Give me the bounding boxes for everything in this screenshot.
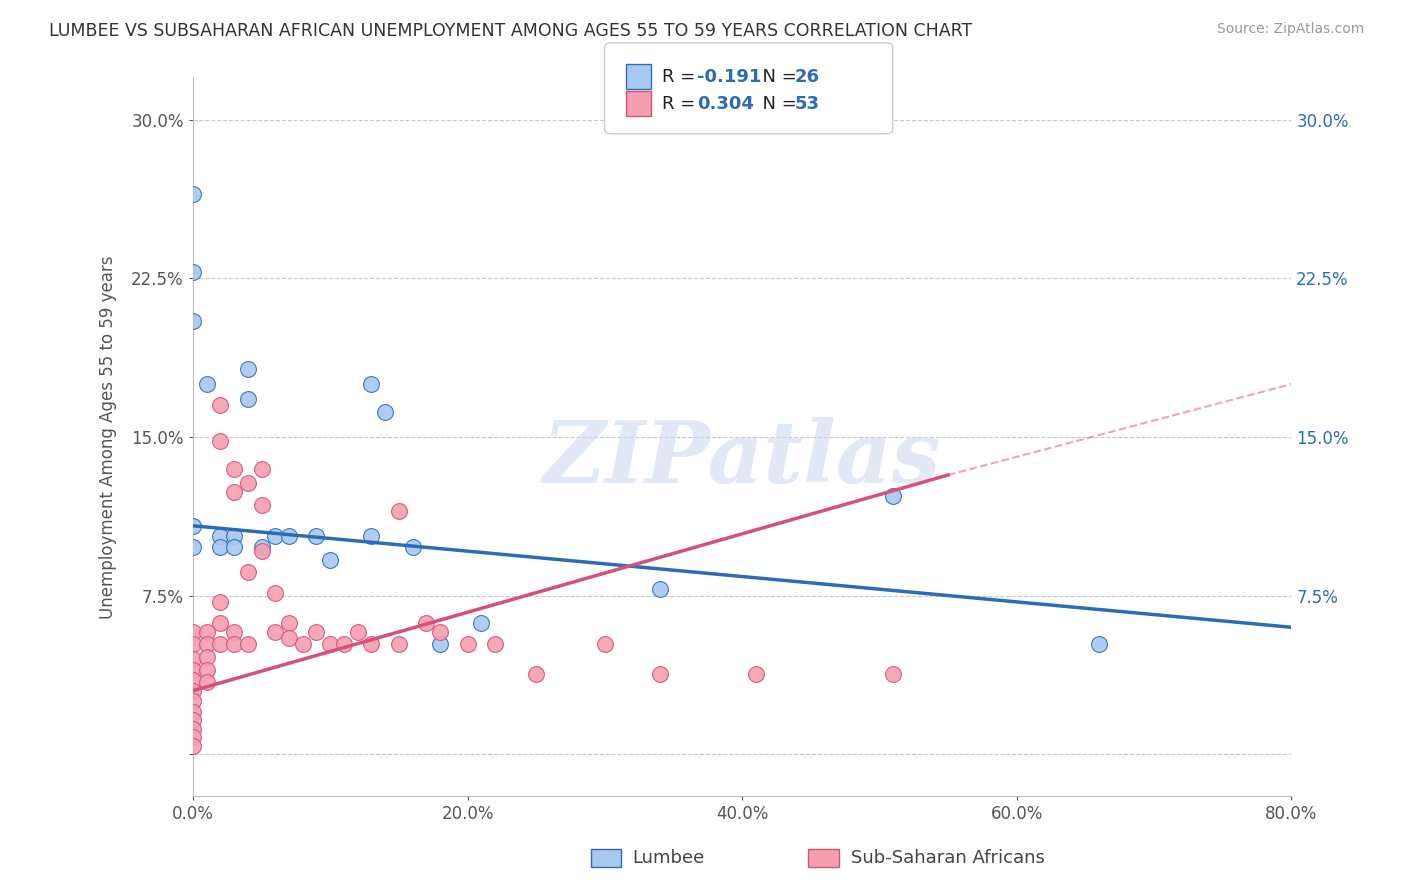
- Point: [181, 663, 204, 677]
- Point: [236, 566, 259, 580]
- Point: [374, 404, 396, 418]
- Point: [181, 518, 204, 533]
- Point: [333, 637, 356, 651]
- Point: [236, 362, 259, 376]
- Point: [264, 624, 287, 639]
- Point: [319, 637, 342, 651]
- Point: [195, 663, 218, 677]
- Point: [195, 624, 218, 639]
- Point: [401, 540, 423, 554]
- Point: [524, 666, 547, 681]
- Text: R =: R =: [662, 95, 702, 113]
- Point: [250, 498, 273, 512]
- Point: [222, 529, 245, 543]
- Point: [209, 434, 232, 449]
- Text: N =: N =: [751, 95, 803, 113]
- Point: [319, 552, 342, 566]
- Point: [593, 637, 616, 651]
- Point: [264, 529, 287, 543]
- Point: [236, 476, 259, 491]
- Point: [209, 595, 232, 609]
- Point: [222, 637, 245, 651]
- Point: [209, 637, 232, 651]
- Point: [181, 265, 204, 279]
- Point: [648, 666, 671, 681]
- Point: [236, 637, 259, 651]
- Point: [222, 484, 245, 499]
- Point: [181, 694, 204, 708]
- Text: 53: 53: [794, 95, 820, 113]
- Point: [181, 624, 204, 639]
- Point: [181, 186, 204, 201]
- Point: [181, 313, 204, 327]
- Point: [278, 615, 301, 630]
- Point: [181, 652, 204, 666]
- Point: [181, 714, 204, 728]
- Text: -0.191: -0.191: [697, 68, 762, 86]
- Point: [236, 392, 259, 406]
- Text: R =: R =: [662, 68, 702, 86]
- Point: [209, 529, 232, 543]
- Point: [882, 489, 904, 503]
- Point: [209, 540, 232, 554]
- Point: [250, 544, 273, 558]
- Point: [457, 637, 479, 651]
- Point: [305, 624, 328, 639]
- Point: [222, 461, 245, 475]
- Point: [181, 739, 204, 753]
- Point: [195, 637, 218, 651]
- Text: Sub-Saharan Africans: Sub-Saharan Africans: [851, 849, 1045, 867]
- Point: [745, 666, 768, 681]
- Point: [415, 615, 437, 630]
- Point: [882, 666, 904, 681]
- Point: [195, 675, 218, 690]
- Point: [181, 683, 204, 698]
- Text: Source: ZipAtlas.com: Source: ZipAtlas.com: [1216, 22, 1364, 37]
- Point: [388, 637, 411, 651]
- Point: [484, 637, 506, 651]
- Point: [305, 529, 328, 543]
- Text: 0.304: 0.304: [697, 95, 754, 113]
- Point: [388, 504, 411, 518]
- Point: [209, 398, 232, 412]
- Point: [222, 624, 245, 639]
- Text: LUMBEE VS SUBSAHARAN AFRICAN UNEMPLOYMENT AMONG AGES 55 TO 59 YEARS CORRELATION : LUMBEE VS SUBSAHARAN AFRICAN UNEMPLOYMEN…: [49, 22, 973, 40]
- Point: [360, 377, 382, 392]
- Point: [181, 705, 204, 719]
- Point: [346, 624, 368, 639]
- Text: 26: 26: [794, 68, 820, 86]
- Point: [222, 540, 245, 554]
- Point: [360, 637, 382, 651]
- Point: [1088, 637, 1111, 651]
- Text: ZIPatlas: ZIPatlas: [543, 417, 941, 500]
- Point: [278, 529, 301, 543]
- Point: [250, 461, 273, 475]
- Text: Lumbee: Lumbee: [633, 849, 704, 867]
- Point: [195, 377, 218, 392]
- Point: [181, 673, 204, 687]
- Point: [209, 615, 232, 630]
- Point: [195, 649, 218, 664]
- Point: [429, 624, 451, 639]
- Point: [250, 540, 273, 554]
- Point: [360, 529, 382, 543]
- Point: [470, 615, 492, 630]
- Point: [181, 637, 204, 651]
- Point: [429, 637, 451, 651]
- Point: [181, 722, 204, 736]
- Point: [264, 586, 287, 600]
- Point: [181, 540, 204, 554]
- Text: N =: N =: [751, 68, 803, 86]
- Y-axis label: Unemployment Among Ages 55 to 59 years: Unemployment Among Ages 55 to 59 years: [100, 255, 117, 619]
- Point: [291, 637, 314, 651]
- Point: [181, 731, 204, 745]
- Point: [278, 631, 301, 645]
- Point: [648, 582, 671, 597]
